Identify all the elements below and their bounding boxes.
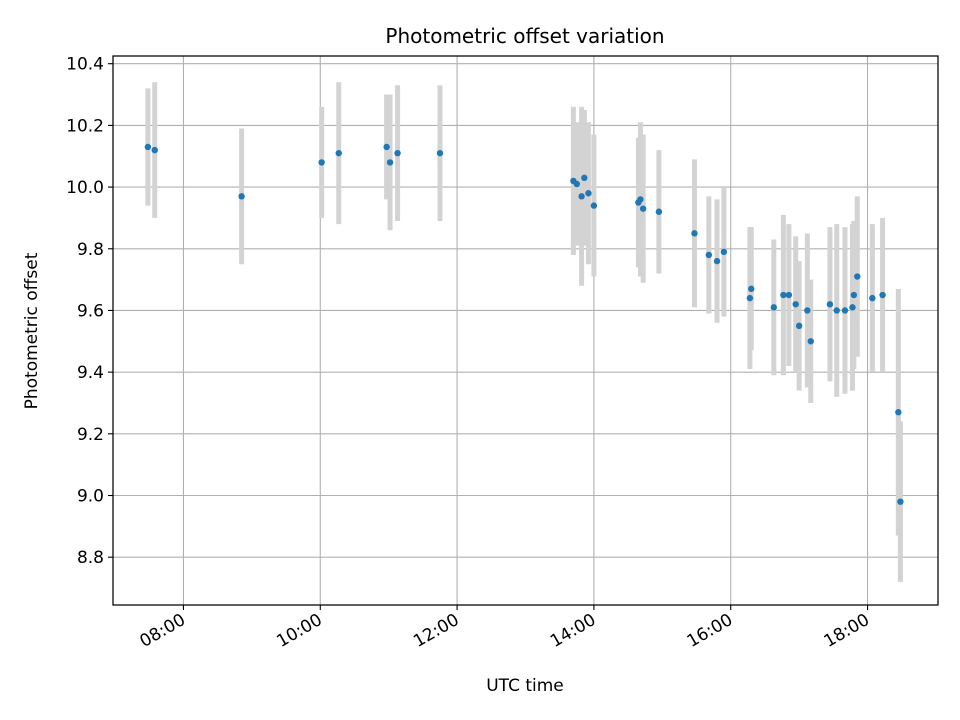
- data-point: [590, 202, 598, 209]
- y-tick-label: 10.4: [66, 55, 104, 75]
- data-point: [573, 180, 581, 188]
- chart-title: Photometric offset variation: [385, 24, 664, 48]
- data-point: [826, 301, 834, 308]
- data-point: [151, 146, 158, 154]
- data-point: [394, 149, 401, 157]
- data-point: [879, 291, 886, 299]
- y-tick-label: 9.6: [77, 301, 104, 321]
- y-tick-label: 10.0: [66, 178, 104, 198]
- data-point: [335, 149, 342, 157]
- data-point: [713, 257, 721, 265]
- y-tick-label: 9.4: [77, 363, 104, 383]
- data-point: [807, 338, 814, 345]
- data-point: [144, 143, 152, 151]
- data-point: [318, 159, 325, 166]
- data-point: [795, 322, 803, 330]
- plot-frame: [112, 55, 939, 606]
- data-point: [833, 307, 840, 314]
- data-point: [585, 190, 592, 197]
- grid-lines: [113, 56, 938, 605]
- data-points: [144, 143, 904, 505]
- data-point: [748, 285, 755, 293]
- y-axis: 8.8 9.0 9.2 9.4 9.6 9.8 10.0 10.2 10.4: [66, 55, 113, 568]
- y-tick-label: 8.8: [77, 548, 104, 568]
- data-point: [705, 251, 713, 259]
- data-point: [841, 307, 849, 314]
- data-point: [849, 304, 856, 311]
- data-point: [691, 230, 698, 237]
- data-point: [897, 498, 904, 505]
- data-point: [639, 205, 647, 212]
- data-point: [850, 291, 858, 299]
- y-tick-label: 9.8: [77, 240, 104, 260]
- data-point: [792, 301, 799, 308]
- data-point: [780, 291, 787, 299]
- y-tick-label: 9.2: [77, 425, 104, 445]
- data-point: [720, 248, 728, 256]
- data-point: [785, 291, 793, 299]
- data-point: [869, 294, 876, 302]
- data-point: [637, 196, 644, 203]
- data-point: [383, 143, 390, 151]
- data-point: [746, 294, 754, 302]
- data-point: [238, 193, 245, 200]
- data-point: [895, 409, 902, 416]
- data-point: [804, 307, 811, 314]
- y-axis-title: Photometric offset: [22, 252, 42, 409]
- y-tick-label: 10.2: [66, 116, 104, 136]
- data-point: [436, 149, 444, 157]
- data-point: [578, 193, 585, 200]
- data-point: [386, 159, 394, 166]
- data-point: [770, 304, 778, 311]
- data-point: [655, 208, 663, 215]
- data-point: [581, 174, 588, 182]
- x-axis-title: UTC time: [486, 676, 564, 696]
- y-tick-label: 9.0: [77, 487, 104, 507]
- data-point: [854, 273, 861, 280]
